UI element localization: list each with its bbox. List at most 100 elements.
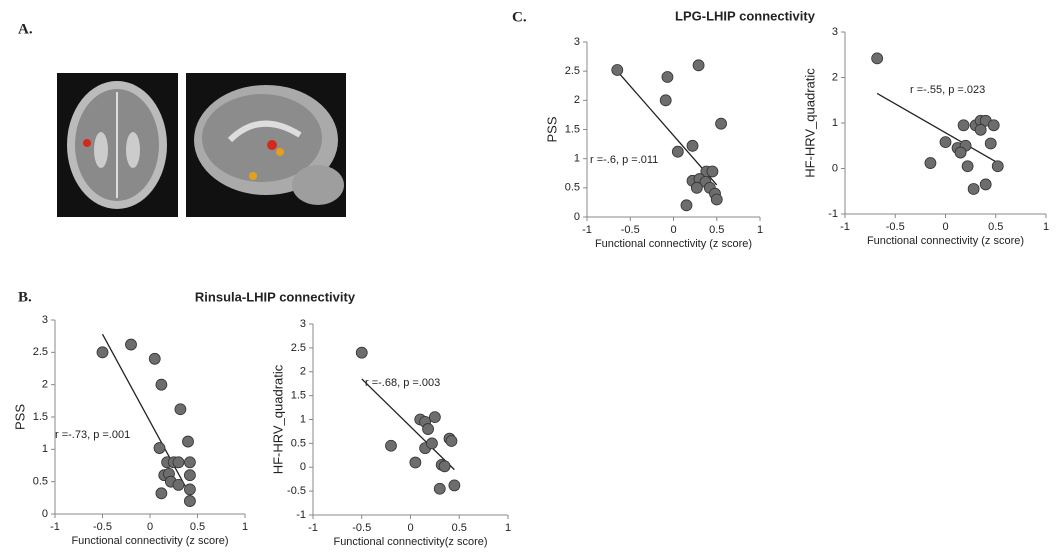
point bbox=[156, 379, 167, 390]
annotation: r =-.55, p =.023 bbox=[910, 84, 985, 96]
y-axis-label: HF-HRV_quadratic bbox=[270, 364, 285, 474]
y-tick-label: -0.5 bbox=[287, 485, 306, 497]
y-tick-label: 2.5 bbox=[33, 346, 48, 358]
point bbox=[992, 161, 1003, 172]
point bbox=[985, 138, 996, 149]
x-tick-label: -1 bbox=[50, 521, 60, 533]
point bbox=[356, 347, 367, 358]
point bbox=[958, 120, 969, 131]
point bbox=[126, 339, 137, 350]
y-tick-label: 1 bbox=[300, 413, 306, 425]
point bbox=[446, 435, 457, 446]
figure: A. C. B. 0 0.5 1 1.5 2 2.5 3 -1 -0.5 0 0.5 1 Functio… bbox=[0, 0, 1056, 560]
x-axis-label: Functional connectivity (z score) bbox=[867, 235, 1024, 247]
point bbox=[184, 470, 195, 481]
y-axis-label: HF-HRV_quadratic bbox=[802, 68, 817, 178]
x-tick-label: 0 bbox=[407, 522, 413, 534]
point bbox=[97, 347, 108, 358]
x-axis-label: Functional connectivity(z score) bbox=[333, 536, 487, 548]
point bbox=[184, 484, 195, 495]
y-tick-label: 3 bbox=[42, 314, 48, 326]
point bbox=[662, 72, 673, 83]
point bbox=[672, 146, 683, 157]
y-tick-label: 1.5 bbox=[291, 390, 306, 402]
y-tick-label: 1 bbox=[42, 443, 48, 455]
x-tick-label: 0.5 bbox=[190, 521, 205, 533]
point bbox=[716, 118, 727, 129]
point bbox=[711, 194, 722, 205]
point bbox=[434, 483, 445, 494]
point bbox=[955, 147, 966, 158]
x-tick-label: -1 bbox=[840, 221, 850, 233]
y-tick-label: 2.5 bbox=[291, 342, 306, 354]
point bbox=[429, 412, 440, 423]
y-tick-label: 0 bbox=[832, 162, 838, 174]
point bbox=[173, 479, 184, 490]
x-tick-label: -0.5 bbox=[352, 522, 371, 534]
x-tick-label: 1 bbox=[1043, 221, 1049, 233]
y-tick-label: 0 bbox=[574, 211, 580, 223]
point bbox=[439, 461, 450, 472]
chart-title: Rinsula-LHIP connectivity bbox=[195, 289, 356, 304]
y-tick-label: 2 bbox=[832, 71, 838, 83]
point bbox=[980, 179, 991, 190]
point bbox=[175, 404, 186, 415]
y-tick-label: 1 bbox=[832, 117, 838, 129]
point bbox=[423, 424, 434, 435]
y-tick-label: -1 bbox=[296, 509, 306, 521]
y-tick-label: 2 bbox=[42, 379, 48, 391]
point bbox=[968, 183, 979, 194]
x-tick-label: -1 bbox=[308, 522, 318, 534]
y-tick-label: 1.5 bbox=[565, 123, 580, 135]
y-tick-label: 3 bbox=[300, 318, 306, 330]
panel-label: A. bbox=[18, 21, 33, 37]
point bbox=[386, 440, 397, 451]
x-tick-label: -0.5 bbox=[93, 521, 112, 533]
y-tick-label: 2 bbox=[300, 366, 306, 378]
brain-axial bbox=[57, 73, 178, 217]
point bbox=[988, 120, 999, 131]
point bbox=[872, 53, 883, 64]
point bbox=[183, 436, 194, 447]
y-tick-label: 3 bbox=[832, 26, 838, 38]
y-tick-label: 2.5 bbox=[565, 65, 580, 77]
x-tick-label: -0.5 bbox=[886, 221, 905, 233]
y-axis-label: PSS bbox=[544, 116, 559, 142]
x-tick-label: 0 bbox=[942, 221, 948, 233]
point bbox=[426, 438, 437, 449]
point bbox=[975, 124, 986, 135]
point bbox=[154, 443, 165, 454]
brain-sagittal bbox=[186, 73, 346, 217]
x-tick-label: 0.5 bbox=[988, 221, 1003, 233]
point bbox=[681, 200, 692, 211]
x-tick-label: 1 bbox=[505, 522, 511, 534]
point bbox=[612, 65, 623, 76]
y-tick-label: 0.5 bbox=[33, 476, 48, 488]
y-tick-label: 0.5 bbox=[565, 182, 580, 194]
panel-label: B. bbox=[18, 289, 32, 305]
x-tick-label: 0.5 bbox=[709, 224, 724, 236]
x-tick-label: -0.5 bbox=[621, 224, 640, 236]
point bbox=[691, 182, 702, 193]
point bbox=[149, 353, 160, 364]
panel-label: C. bbox=[512, 9, 527, 25]
point bbox=[184, 457, 195, 468]
point bbox=[940, 137, 951, 148]
x-axis-label: Functional connectivity (z score) bbox=[71, 535, 228, 547]
point bbox=[184, 496, 195, 507]
annotation: r =-.68, p =.003 bbox=[365, 377, 440, 389]
x-axis-label: Functional connectivity (z score) bbox=[595, 238, 752, 250]
point bbox=[410, 457, 421, 468]
point bbox=[156, 488, 167, 499]
y-tick-label: -1 bbox=[828, 208, 838, 220]
y-tick-label: 1 bbox=[574, 153, 580, 165]
point bbox=[693, 60, 704, 71]
y-tick-label: 3 bbox=[574, 36, 580, 48]
y-axis-label: PSS bbox=[12, 404, 27, 430]
x-tick-label: 0 bbox=[670, 224, 676, 236]
chart-title: LPG-LHIP connectivity bbox=[675, 8, 816, 23]
x-tick-label: 0 bbox=[147, 521, 153, 533]
y-tick-label: 0 bbox=[300, 461, 306, 473]
annotation: r =-.73, p =.001 bbox=[55, 429, 130, 441]
point bbox=[962, 161, 973, 172]
